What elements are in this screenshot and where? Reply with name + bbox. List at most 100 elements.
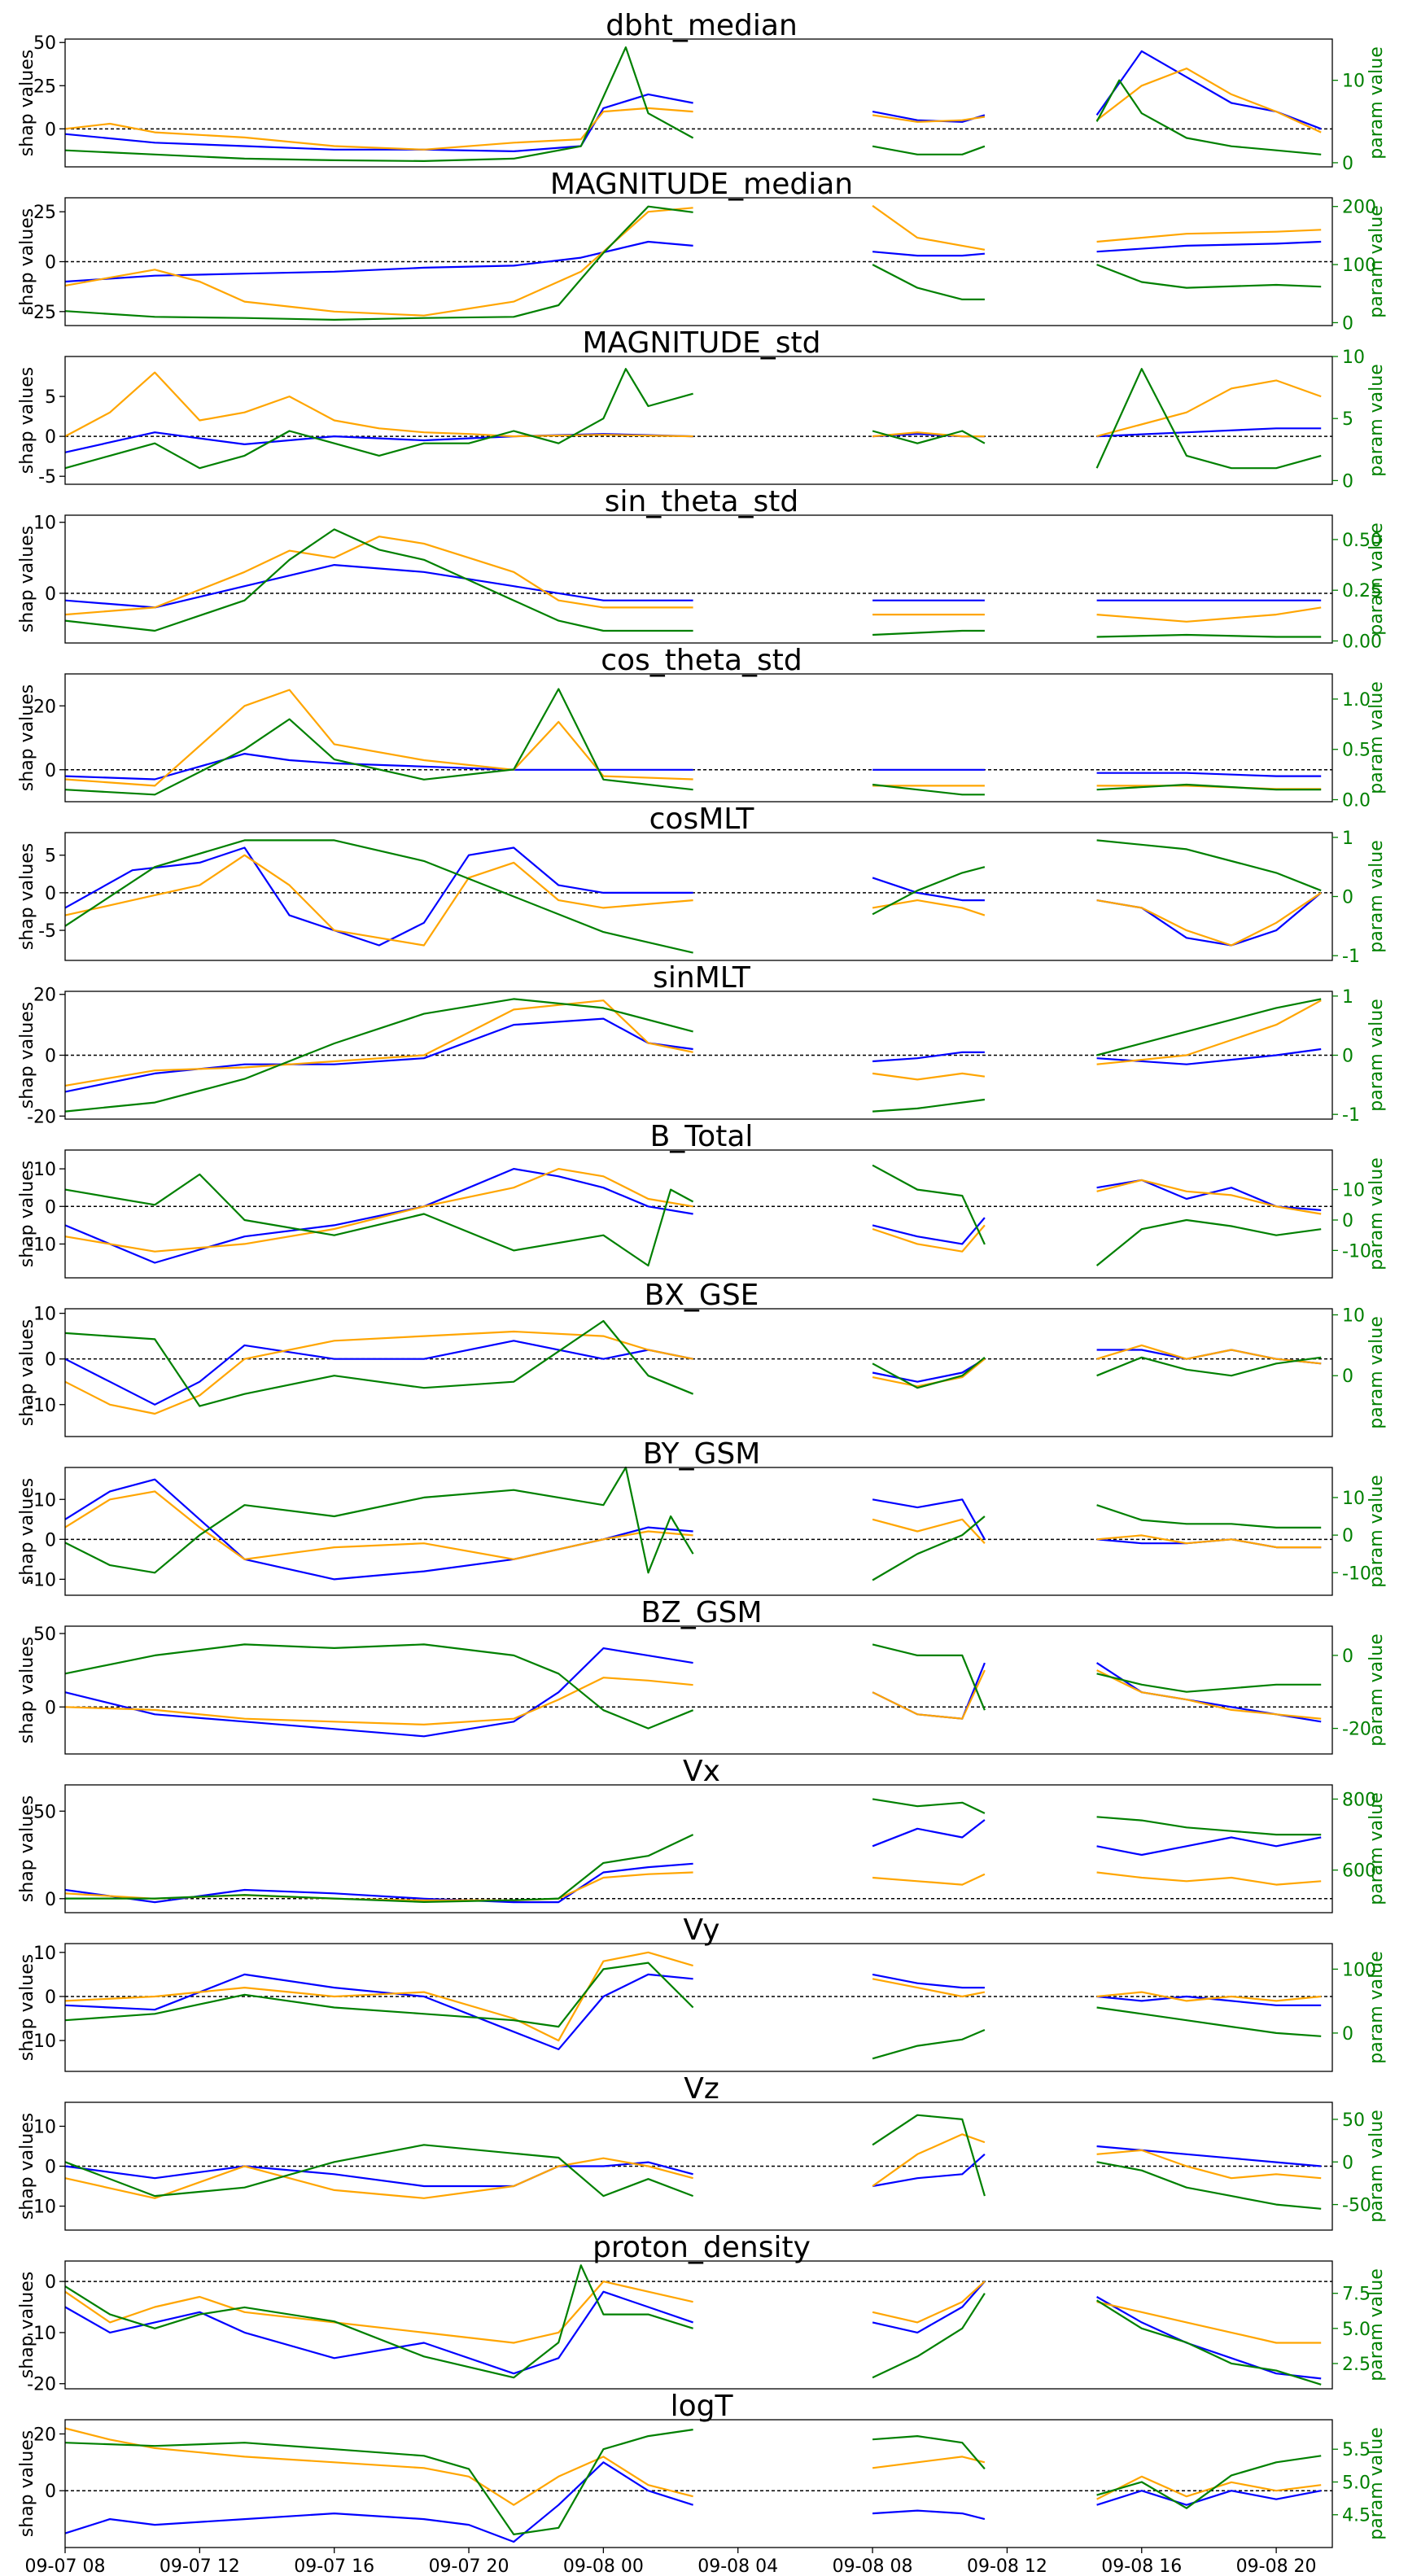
y2-tick-label: 0 xyxy=(1342,1367,1353,1387)
x-tick-label: 09-07 12 xyxy=(160,2556,240,2576)
green-series-segment xyxy=(1095,368,1322,470)
y-tick-label: 5 xyxy=(45,846,56,867)
plot-frame xyxy=(64,1308,1333,1437)
subplot-title: sinMLT xyxy=(653,961,751,995)
y-tick-label: 10 xyxy=(33,1305,56,1325)
green-series-segment xyxy=(872,430,986,444)
y-axis-label: shap values xyxy=(17,684,37,791)
y2-tick-label: 0 xyxy=(1342,471,1353,492)
plot-frame xyxy=(64,2419,1333,2548)
plot-frame xyxy=(64,1625,1333,1755)
orange-series-segment xyxy=(1096,1871,1322,1886)
green-series-segment xyxy=(64,205,693,321)
y-tick-label: 20 xyxy=(33,2425,56,2445)
orange-series-segment xyxy=(64,107,693,151)
blue-series-segment xyxy=(1096,1179,1322,1211)
green-series-segment xyxy=(1096,2161,1322,2210)
subplot-title: BX_GSE xyxy=(645,1279,759,1312)
y2-axis-label: param value xyxy=(1366,681,1387,794)
y-tick-label: 0 xyxy=(45,1890,56,1910)
blue-series-segment xyxy=(1096,1836,1322,1857)
y-tick-label: -10 xyxy=(27,2198,56,2218)
blue-series-segment xyxy=(872,2509,986,2521)
green-series-segment xyxy=(872,783,985,796)
y2-tick-label: 1 xyxy=(1342,829,1353,849)
blue-series-segment xyxy=(872,251,985,257)
orange-series-segment xyxy=(1096,1534,1322,1549)
orange-series-segment xyxy=(64,2157,693,2199)
subplot-Vx: 0 50 600 800 shap values param value Vx xyxy=(17,1755,1387,1913)
x-tick-label: 09-08 04 xyxy=(697,2556,778,2576)
orange-series-segment xyxy=(1096,1991,1322,2002)
y-tick-label: 5 xyxy=(45,387,56,408)
orange-series-segment xyxy=(1096,606,1322,623)
green-series-segment xyxy=(872,1098,986,1113)
orange-series-segment xyxy=(64,2281,693,2344)
subplot-title: proton_density xyxy=(592,2231,811,2264)
orange-series-segment xyxy=(1096,229,1322,243)
plot-frame xyxy=(64,1149,1333,1279)
blue-series-segment xyxy=(64,1340,693,1406)
y-tick-label: 10 xyxy=(33,514,56,534)
green-series-segment xyxy=(1096,1504,1322,1529)
green-series-segment xyxy=(1095,79,1322,155)
y2-axis-label: param value xyxy=(1366,2427,1387,2540)
plot-frame xyxy=(64,673,1333,803)
y2-tick-label: 0 xyxy=(1342,1647,1353,1667)
green-series-segment xyxy=(64,2264,693,2379)
subplot-title: logT xyxy=(671,2390,734,2423)
green-series-segment xyxy=(872,629,985,636)
subplot-title: sin_theta_std xyxy=(605,485,799,518)
subplot-MAGNITUDE_median: -25 0 25 0 100 200 shap values param value MAGNI… xyxy=(17,168,1387,334)
y2-tick-label: -1 xyxy=(1342,1105,1360,1126)
green-series-segment xyxy=(1096,1356,1322,1377)
subplot-title: B_Total xyxy=(650,1120,754,1153)
green-series-segment xyxy=(64,998,693,1113)
y2-axis-label: param value xyxy=(1366,523,1387,636)
blue-series-segment xyxy=(1096,240,1322,253)
y-tick-label: 0 xyxy=(45,120,56,140)
y2-tick-label: 2.5 xyxy=(1342,2355,1371,2375)
blue-series-segment xyxy=(64,1973,693,2050)
blue-series-segment xyxy=(64,240,693,283)
y2-tick-label: 100 xyxy=(1342,1960,1376,1980)
y-axis-label: shap values xyxy=(17,1319,37,1426)
y2-axis-label: param value xyxy=(1366,2268,1387,2381)
orange-series-segment xyxy=(872,2133,986,2187)
y2-axis-label: param value xyxy=(1366,205,1387,318)
y-tick-label: 10 xyxy=(33,1490,56,1511)
y2-tick-label: 5.0 xyxy=(1342,2473,1371,2493)
subplot-sin_theta_std: 0 10 0.00 0.25 0.50 shap values param value sin… xyxy=(17,485,1387,653)
y2-tick-label: 4.5 xyxy=(1342,2506,1371,2526)
y2-tick-label: 0 xyxy=(1342,2024,1353,2045)
subplot-BZ_GSM: 0 50 -20 0 shap values param value BZ_GSM xyxy=(17,1596,1387,1755)
blue-series-segment xyxy=(64,1647,693,1738)
subplot-MAGNITUDE_std: -5 0 5 0 5 10 shap values param value MAGNITUDE_… xyxy=(17,326,1387,492)
green-series-segment xyxy=(1096,633,1322,638)
y2-tick-label: 0 xyxy=(1342,154,1353,174)
y-tick-label: 0 xyxy=(45,761,56,781)
subplot-cos_theta_std: 0 20 0.0 0.5 1.0 shap values param value cos_th… xyxy=(17,644,1387,811)
orange-series-segment xyxy=(64,1951,693,2042)
green-series-segment xyxy=(1096,783,1322,791)
blue-series-segment xyxy=(64,846,693,947)
y2-axis-label: param value xyxy=(1366,1634,1387,1747)
orange-series-segment xyxy=(872,1873,986,1886)
y2-tick-label: 10 xyxy=(1342,348,1365,368)
subplot-title: Vy xyxy=(684,1913,720,1947)
y2-axis-label: param value xyxy=(1366,1951,1387,2064)
green-series-segment xyxy=(64,1173,694,1267)
plot-frame xyxy=(64,514,1333,644)
subplot-title: MAGNITUDE_median xyxy=(550,168,853,201)
y2-axis-label: param value xyxy=(1366,46,1387,160)
y2-tick-label: 800 xyxy=(1342,1790,1376,1810)
plot-frame xyxy=(64,832,1333,961)
blue-series-segment xyxy=(64,2161,693,2188)
subplot-title: MAGNITUDE_std xyxy=(582,326,820,360)
y-axis-label: shap values xyxy=(17,2272,37,2378)
x-tick-label: 09-07 16 xyxy=(294,2556,374,2576)
x-tick-label: 09-08 12 xyxy=(967,2556,1047,2576)
orange-series-segment xyxy=(872,1224,986,1253)
